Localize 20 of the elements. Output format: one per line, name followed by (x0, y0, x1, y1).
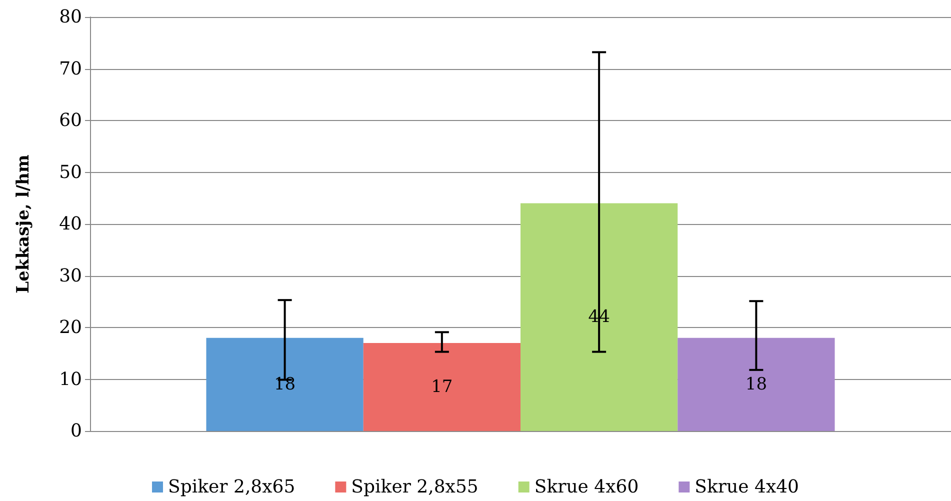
legend-label: Skrue 4x60 (534, 476, 639, 498)
bar (678, 338, 835, 431)
bar (520, 203, 678, 431)
data-label: 18 (745, 374, 768, 394)
y-tick-label: 60 (59, 110, 82, 131)
bar (363, 343, 520, 431)
y-tick-label: 0 (70, 420, 82, 442)
y-tick-label: 50 (59, 162, 82, 183)
legend-label: Spiker 2,8x65 (168, 476, 296, 498)
y-tick-label: 80 (59, 6, 82, 28)
data-label: 17 (431, 377, 453, 398)
y-tick-label: 10 (59, 368, 82, 390)
y-axis-title: Lekkasje, l/hm (14, 154, 34, 294)
bar (206, 338, 364, 431)
y-tick-label: 20 (59, 317, 82, 338)
y-tick-label: 30 (59, 265, 82, 286)
y-tick-label: 40 (59, 214, 82, 234)
legend-label: Spiker 2,8x55 (351, 476, 478, 498)
y-tick-label: 70 (59, 58, 82, 80)
legend-label: Skrue 4x40 (694, 476, 800, 498)
